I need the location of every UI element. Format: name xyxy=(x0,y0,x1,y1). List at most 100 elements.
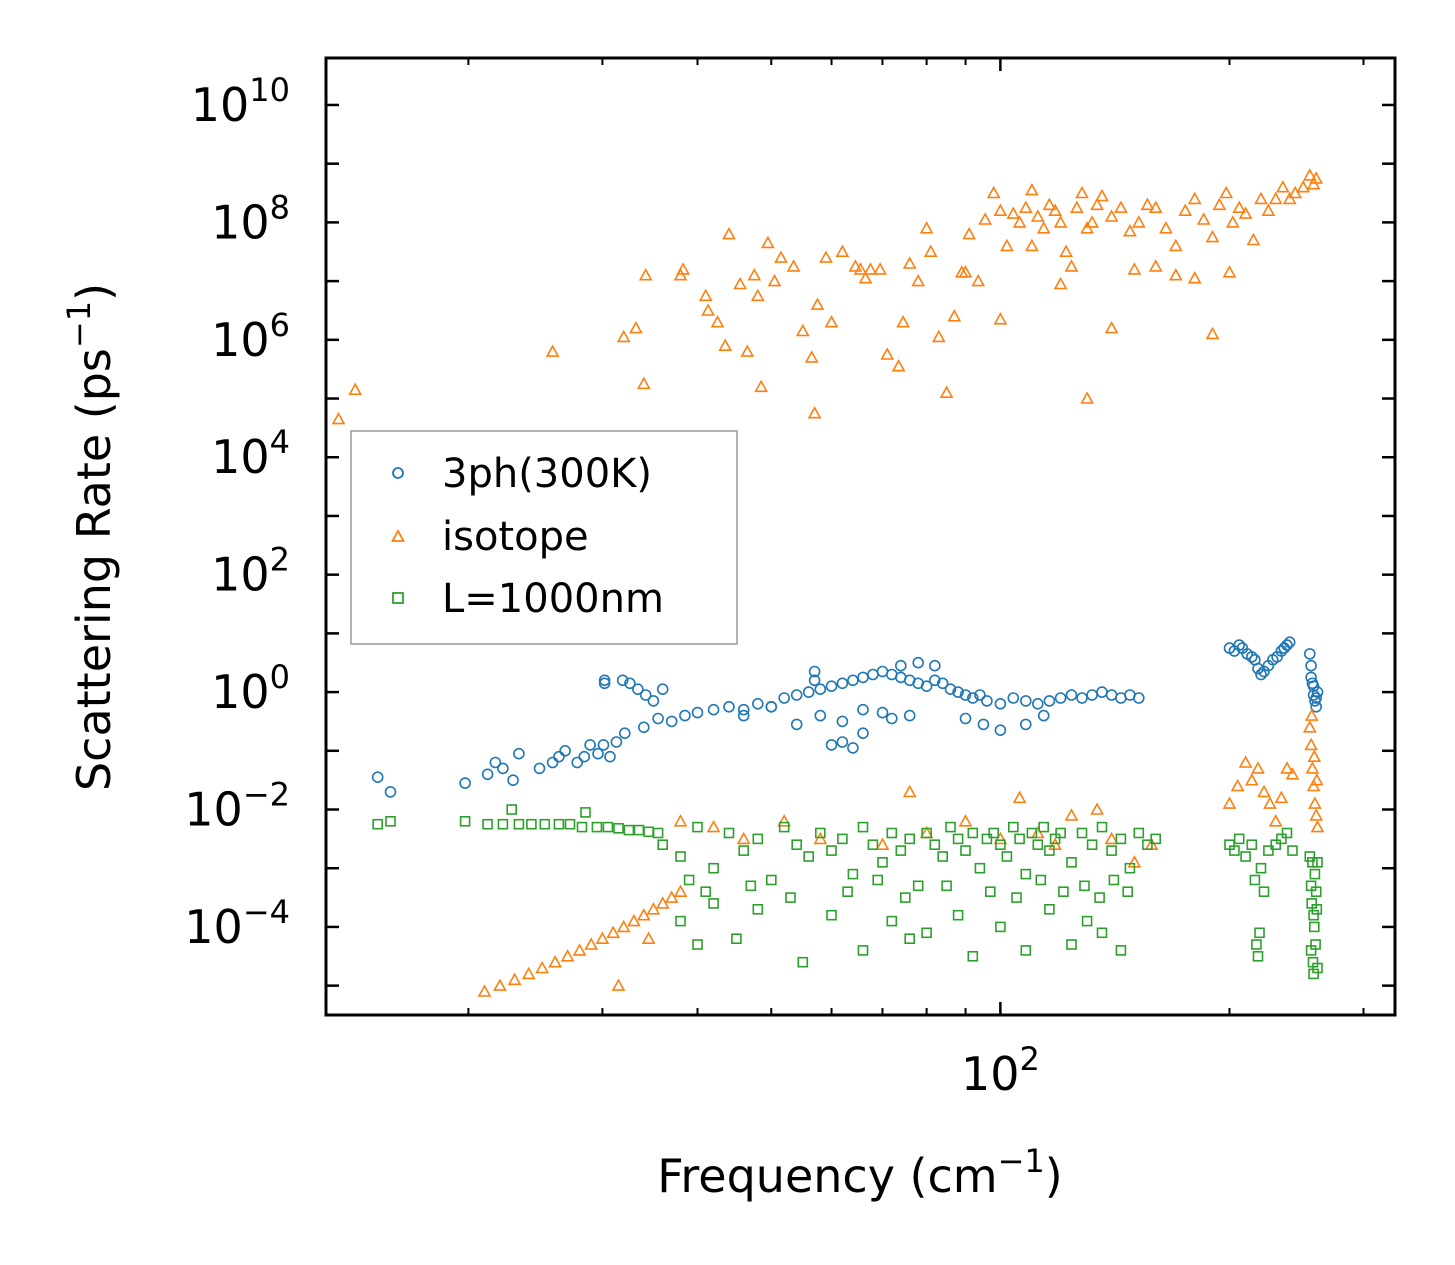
point-circle-0-54 xyxy=(936,677,949,690)
point-circle-0-78 xyxy=(857,703,869,716)
point-circle-0-92 xyxy=(977,718,990,731)
point-square-2-9 xyxy=(553,818,565,830)
point-triangle-1-131 xyxy=(736,831,751,845)
point-circle-0-89 xyxy=(885,712,898,725)
point-square-2-137 xyxy=(1310,939,1321,950)
point-square-2-41 xyxy=(912,880,924,892)
point-square-2-134 xyxy=(1312,856,1323,868)
point-triangle-1-76 xyxy=(1178,203,1193,216)
point-circle-0-91 xyxy=(959,712,972,725)
point-square-2-74 xyxy=(692,939,703,950)
point-triangle-1-47 xyxy=(978,212,992,225)
point-triangle-1-89 xyxy=(1275,180,1290,193)
point-triangle-1-138 xyxy=(993,831,1008,845)
point-square-2-84 xyxy=(952,909,964,921)
point-circle-0-26 xyxy=(647,695,660,707)
point-triangle-1-134 xyxy=(875,837,890,850)
point-square-2-38 xyxy=(886,827,898,839)
point-triangle-1-54 xyxy=(1025,182,1039,196)
point-square-2-88 xyxy=(1044,903,1055,915)
point-triangle-1-80 xyxy=(1212,197,1227,211)
point-square-2-15 xyxy=(613,822,624,834)
point-circle-0-120 xyxy=(1307,680,1320,693)
point-circle-0-7 xyxy=(513,747,525,760)
point-circle-0-80 xyxy=(894,659,907,672)
point-triangle-1-12 xyxy=(718,338,733,351)
point-triangle-1-127 xyxy=(611,978,626,991)
point-triangle-1-130 xyxy=(706,819,721,833)
point-square-2-91 xyxy=(1096,927,1108,939)
point-triangle-1-164 xyxy=(1310,819,1325,833)
point-triangle-1-14 xyxy=(733,276,747,290)
point-triangle-1-1 xyxy=(348,382,363,395)
point-square-2-111 xyxy=(1233,833,1245,845)
point-triangle-1-129 xyxy=(673,814,688,827)
point-square-2-73 xyxy=(675,915,686,927)
point-circle-0-5 xyxy=(497,762,509,775)
point-circle-0-82 xyxy=(928,659,941,672)
point-square-2-117 xyxy=(1270,839,1281,851)
point-triangle-1-137 xyxy=(958,814,973,827)
point-triangle-1-35 xyxy=(880,347,895,360)
point-triangle-1-101 xyxy=(1080,391,1094,404)
point-triangle-1-22 xyxy=(786,259,801,272)
point-square-2-12 xyxy=(580,807,591,818)
point-circle-0-23 xyxy=(624,677,636,690)
point-circle-0-60 xyxy=(981,695,993,707)
point-circle-0-20 xyxy=(598,674,611,687)
point-triangle-1-150 xyxy=(1244,773,1259,786)
point-circle-0-90 xyxy=(903,709,916,722)
point-triangle-1-92 xyxy=(1296,180,1311,193)
point-triangle-1-65 xyxy=(1085,215,1099,228)
point-square-2-26 xyxy=(752,833,764,845)
point-triangle-1-133 xyxy=(813,831,828,845)
point-square-2-64 xyxy=(1076,827,1088,839)
point-square-2-22 xyxy=(692,821,703,833)
point-triangle-1-147 xyxy=(1222,796,1237,809)
point-circle-0-0 xyxy=(371,771,384,784)
point-circle-0-12 xyxy=(571,756,584,769)
point-square-2-120 xyxy=(1287,845,1298,856)
point-square-2-24 xyxy=(723,827,735,839)
point-square-2-104 xyxy=(1058,886,1069,898)
point-square-2-116 xyxy=(1263,845,1274,856)
point-circle-0-85 xyxy=(847,742,859,754)
point-triangle-1-39 xyxy=(911,273,926,287)
point-square-2-44 xyxy=(937,851,949,862)
point-square-2-100 xyxy=(941,880,952,892)
point-triangle-1-20 xyxy=(767,273,782,287)
point-square-2-49 xyxy=(974,862,986,874)
point-square-2-71 xyxy=(1142,839,1153,851)
point-triangle-1-42 xyxy=(939,385,954,398)
point-circle-0-14 xyxy=(584,739,596,751)
point-circle-0-2 xyxy=(459,777,471,789)
point-square-2-129 xyxy=(1308,909,1319,921)
point-triangle-1-9 xyxy=(698,288,713,302)
point-circle-0-6 xyxy=(507,774,519,787)
y-tick-label: 104 xyxy=(211,423,290,484)
point-square-2-78 xyxy=(797,956,809,968)
y-tick-label: 1010 xyxy=(191,71,290,132)
point-triangle-1-95 xyxy=(1309,171,1324,184)
point-triangle-1-69 xyxy=(1114,200,1128,213)
point-circle-0-27 xyxy=(656,683,669,696)
point-triangle-1-21 xyxy=(774,250,788,263)
point-circle-0-95 xyxy=(1037,709,1050,722)
point-triangle-1-98 xyxy=(993,312,1008,325)
point-circle-0-81 xyxy=(912,656,925,669)
point-square-2-29 xyxy=(791,839,803,851)
point-square-2-118 xyxy=(1276,833,1287,845)
point-square-2-58 xyxy=(1032,839,1044,851)
point-square-2-94 xyxy=(700,886,712,898)
point-triangle-1-99 xyxy=(1025,238,1039,252)
point-triangle-1-117 xyxy=(584,937,599,950)
point-triangle-1-4 xyxy=(629,320,643,334)
point-triangle-1-85 xyxy=(1246,232,1261,246)
point-square-2-14 xyxy=(602,821,614,833)
point-triangle-1-56 xyxy=(1036,221,1051,234)
point-triangle-1-148 xyxy=(1230,778,1245,792)
point-square-2-39 xyxy=(895,845,907,856)
point-square-2-16 xyxy=(623,824,635,836)
point-triangle-1-166 xyxy=(1307,749,1322,762)
point-circle-0-16 xyxy=(597,739,610,751)
